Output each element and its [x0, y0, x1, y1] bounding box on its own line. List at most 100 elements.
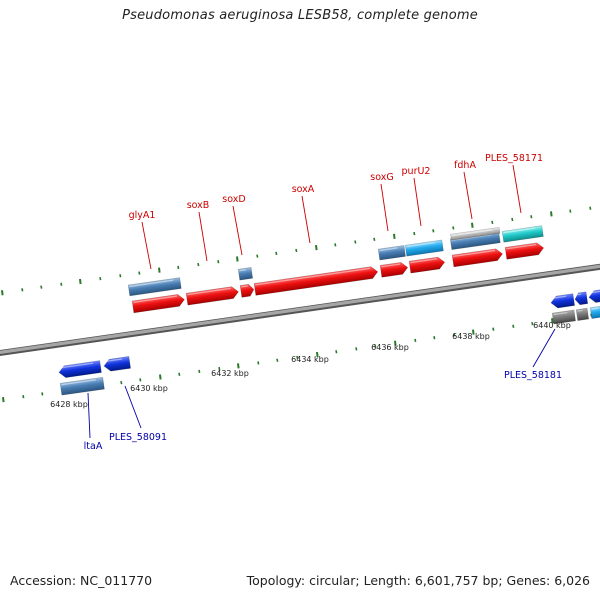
- feature-PLES_58181-gene-c: [589, 305, 600, 319]
- gene-label-reverse: PLES_58091: [109, 432, 167, 443]
- cds-soxA-body: [253, 266, 379, 296]
- feature-glyA1-gene-body: [127, 277, 182, 297]
- lower-ruler-tick: [296, 355, 299, 360]
- cds-soxB-highlight: [187, 287, 232, 296]
- label-layer: 6428 kbp 6430 kbp 6432 kbp 6434 kbp 6436 kbp…: [50, 153, 571, 452]
- gene-label-forward: soxG: [370, 172, 393, 183]
- upper-ruler-tick: [589, 206, 592, 210]
- cds-soxG-body: [379, 262, 409, 278]
- upper-ruler-tick: [138, 271, 141, 275]
- leader-line-reverse: [532, 328, 556, 368]
- feature-ltaA-gene-body: [59, 376, 105, 396]
- gene-label-forward: purU2: [402, 166, 431, 177]
- cds-purU2: [408, 256, 446, 274]
- lower-ruler-tick: [355, 347, 358, 351]
- lower-ruler-tick: [316, 351, 319, 358]
- upper-ruler-tick: [295, 248, 298, 253]
- upper-ruler-tick: [471, 222, 474, 228]
- feature-ltaA-gene-highlight: [61, 379, 97, 386]
- feature-PLES_58171-gene-body: [501, 225, 544, 243]
- cds-PLES_58181-c-body: [588, 288, 600, 303]
- lower-ruler-tick: [512, 324, 515, 328]
- feature-soxD-gene-body: [237, 267, 253, 281]
- lower-ruler-tick: [453, 333, 456, 337]
- gene-layer: [58, 225, 600, 396]
- upper-ruler-tick: [491, 220, 494, 225]
- leader-line-forward: [512, 164, 522, 214]
- gene-label-forward: soxA: [292, 184, 315, 195]
- gene-label-forward: soxD: [222, 194, 245, 205]
- upper-ruler-tick: [511, 217, 514, 222]
- lower-ruler-tick: [218, 366, 221, 371]
- feature-soxG-gene-highlight: [379, 247, 398, 252]
- cds-fdhA-body: [451, 248, 503, 268]
- feature-soxG-gene: [377, 245, 406, 261]
- lower-ruler-tick: [531, 321, 534, 326]
- lower-ruler-tick: [492, 327, 495, 331]
- feature-purU2-gene-body: [404, 239, 444, 257]
- gene-label-forward: glyA1: [129, 210, 156, 221]
- upper-ruler-tick: [530, 215, 533, 219]
- feature-fdhA-overlap-highlight: [451, 229, 493, 237]
- cds-glyA1: [131, 294, 185, 314]
- leader-line-reverse: [87, 392, 91, 439]
- gene-label-forward: fdhA: [454, 160, 476, 171]
- cds-PLES_58181-b-body: [574, 291, 589, 306]
- upper-ruler-tick: [373, 237, 376, 241]
- lower-ruler-tick: [276, 358, 279, 362]
- lower-ruler-tick: [374, 344, 377, 348]
- upper-ruler-tick: [315, 245, 318, 251]
- backbone-layer: [0, 263, 600, 357]
- lower-ruler-tick: [198, 369, 201, 374]
- feature-PLES_58181-gene-b-highlight: [577, 309, 583, 312]
- cds-ltaA-body: [58, 360, 102, 378]
- feature-soxD-gene: [237, 267, 253, 281]
- upper-ruler-tick: [1, 290, 4, 296]
- cds-purU2-body: [408, 256, 446, 274]
- leader-line-forward: [380, 183, 389, 232]
- leader-line-forward: [301, 195, 311, 244]
- lower-ruler-tick: [22, 395, 25, 399]
- upper-ruler-tick: [217, 260, 220, 264]
- feature-PLES_58181-gene-c-highlight: [591, 307, 599, 310]
- upper-ruler-tick: [354, 240, 357, 244]
- cds-purU2-highlight: [410, 258, 438, 264]
- scale-label: 6438 kbp: [452, 332, 490, 341]
- feature-PLES_58181-gene-b-body: [575, 307, 590, 321]
- cds-PLES_58181-a-highlight: [551, 295, 567, 299]
- lower-ruler-tick: [433, 336, 436, 340]
- upper-ruler-tick: [158, 267, 161, 273]
- gene-label-forward: soxB: [187, 200, 210, 211]
- leader-line-forward: [141, 221, 152, 270]
- feature-PLES_58181-gene-a-body: [551, 309, 576, 325]
- accession-text: Accession: NC_011770: [10, 573, 153, 588]
- upper-ruler-tick: [413, 231, 416, 236]
- feature-soxG-gene-body: [377, 245, 406, 261]
- gene-label-forward: PLES_58171: [485, 153, 543, 164]
- cds-PLES_58181-b-highlight: [575, 293, 582, 296]
- cds-soxA-highlight: [255, 267, 371, 286]
- cds-soxA: [253, 266, 379, 296]
- upper-ruler-tick: [569, 209, 572, 213]
- cds-glyA1-highlight: [133, 295, 178, 303]
- cds-PLES_58171-body: [504, 242, 545, 260]
- upper-ruler-tick: [40, 285, 43, 289]
- cds-soxB-body: [185, 286, 239, 306]
- lower-ruler-tick: [257, 361, 260, 365]
- feature-fdhA-overlap-body: [450, 226, 501, 241]
- cds-PLES_58181-b: [574, 291, 589, 306]
- cds-soxG: [379, 262, 409, 278]
- scale-label: 6440 kbp: [533, 321, 571, 330]
- lower-ruler-tick: [41, 392, 44, 396]
- lower-ruler-tick: [472, 329, 475, 335]
- cds-PLES_58181-a: [550, 293, 575, 309]
- scale-label: 6430 kbp: [130, 384, 168, 393]
- lower-ruler-tick: [335, 350, 338, 354]
- leader-line-forward: [413, 177, 422, 227]
- backbone: [0, 264, 600, 355]
- cds-PLES_58171-highlight: [506, 243, 537, 250]
- leader-line-reverse: [124, 385, 142, 429]
- upper-ruler-tick: [79, 278, 82, 285]
